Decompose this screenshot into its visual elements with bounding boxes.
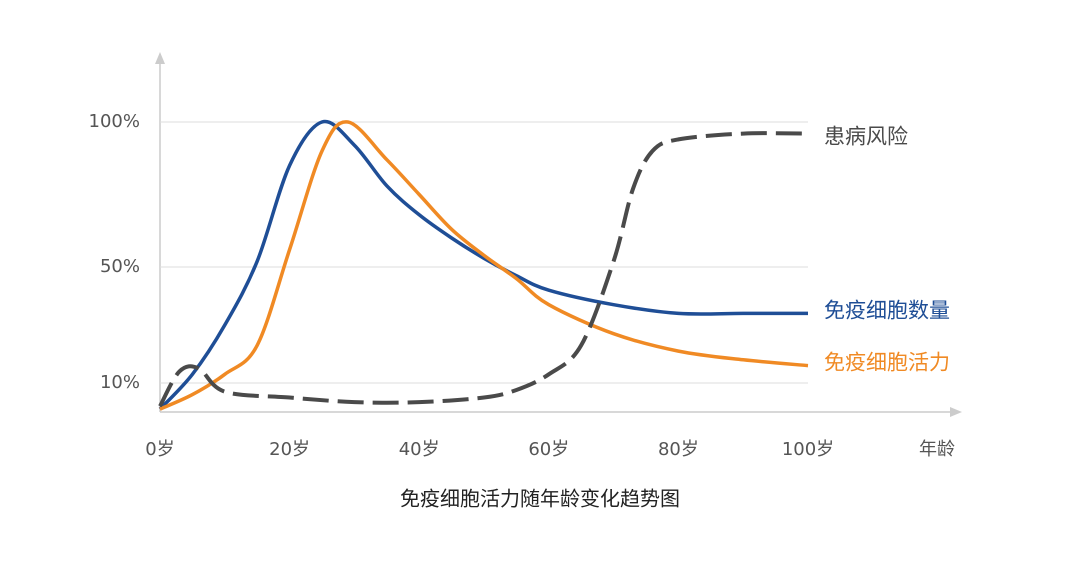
x-axis-label: 年龄 bbox=[919, 439, 955, 460]
series-label: 患病风险 bbox=[824, 125, 908, 149]
x-tick-label: 0岁 bbox=[145, 439, 174, 460]
x-tick-label: 20岁 bbox=[269, 439, 310, 460]
x-tick-label: 80岁 bbox=[658, 439, 699, 460]
y-tick-label: 50% bbox=[100, 256, 140, 277]
y-axis-arrow bbox=[155, 52, 165, 64]
series-line bbox=[159, 120, 809, 411]
x-tick-label: 60岁 bbox=[528, 439, 569, 460]
series-label: 免疫细胞数量 bbox=[824, 298, 950, 322]
series-line bbox=[158, 119, 808, 411]
x-axis-arrow bbox=[950, 407, 962, 417]
series-label: 免疫细胞活力 bbox=[824, 351, 950, 375]
x-tick-label: 100岁 bbox=[782, 439, 834, 460]
x-tick-label: 40岁 bbox=[399, 439, 440, 460]
series-line bbox=[158, 131, 809, 408]
chart-title: 免疫细胞活力随年龄变化趋势图 bbox=[400, 487, 680, 511]
y-tick-label: 100% bbox=[89, 111, 140, 132]
y-tick-label: 10% bbox=[100, 372, 140, 393]
